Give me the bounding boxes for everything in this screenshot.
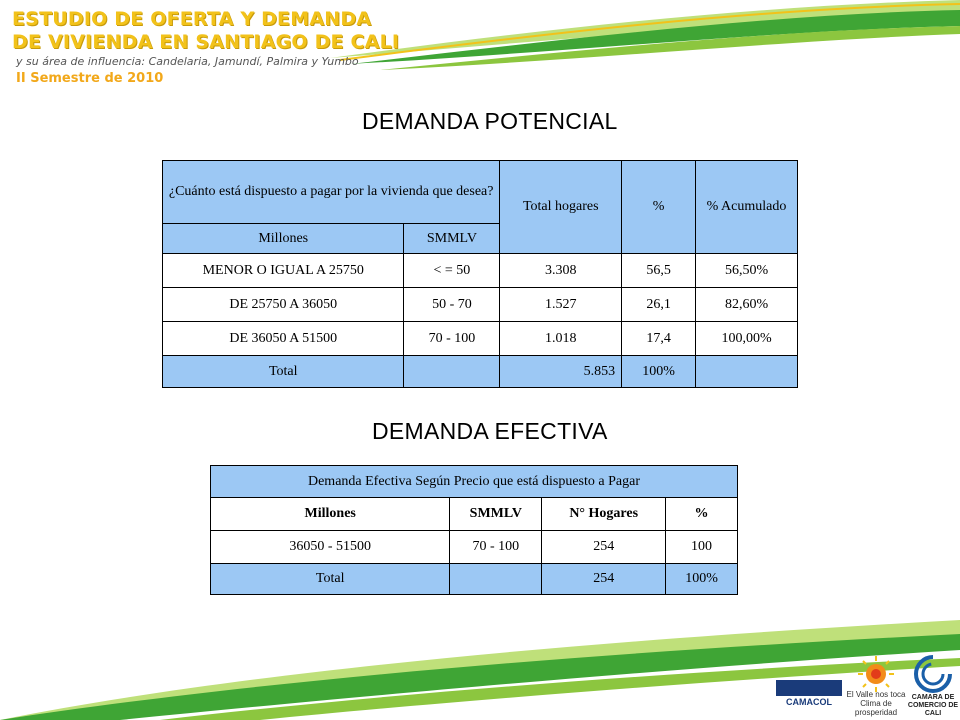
- table1-cell-pct: 17,4: [621, 321, 697, 356]
- header-semester: II Semestre de 2010: [16, 71, 164, 86]
- table2-pct-header: %: [665, 497, 738, 531]
- table1-total-label: Total: [161, 355, 405, 388]
- table-row: DE 36050 A 51500 70 - 100 1.018 17,4 100…: [161, 321, 798, 356]
- table1-cell-smmlv: 70 - 100: [403, 321, 501, 356]
- valle-logo-name: El Valle nos toca: [846, 690, 906, 699]
- table2-millones-header: Millones: [209, 497, 451, 531]
- demanda-efectiva-table: Demanda Efectiva Según Precio que está d…: [209, 465, 738, 595]
- table1-total-hogares-header: Total hogares: [499, 160, 623, 254]
- table2-cell-millones: 36050 - 51500: [209, 530, 451, 564]
- header-title-line1: ESTUDIO DE OFERTA Y DEMANDA: [12, 8, 372, 30]
- table2-total-row: Total 254 100%: [209, 563, 738, 595]
- table2-cell-smmlv: 70 - 100: [449, 530, 543, 564]
- table1-total-row: Total 5.853 100%: [161, 355, 798, 388]
- table2-total-pct: 100%: [665, 563, 738, 595]
- header-swoosh-decoration: [330, 0, 960, 70]
- camacol-logo-text: CAMACOL: [786, 697, 832, 707]
- table1-cell-acum: 82,60%: [695, 287, 798, 322]
- table2-cell-hogares: 254: [541, 530, 667, 564]
- table2-cell-pct: 100: [665, 530, 738, 564]
- table1-cell-millones: MENOR O IGUAL A 25750: [161, 253, 405, 288]
- table2-caption: Demanda Efectiva Según Precio que está d…: [210, 465, 738, 498]
- table1-cell-total: 1.018: [499, 321, 623, 356]
- table1-millones-subheader: Millones: [161, 223, 405, 254]
- table1-cell-smmlv: 50 - 70: [403, 287, 501, 322]
- camara-comercio-logo-text: CAMARA DE COMERCIO DE CALI: [907, 694, 959, 717]
- table1-total-empty: [403, 355, 501, 388]
- demanda-potencial-table: ¿Cuánto está dispuesto a pagar por la vi…: [161, 160, 798, 388]
- header-subtitle: y su área de influencia: Candelaria, Jam…: [16, 55, 359, 68]
- valle-sun-logo-icon: [858, 656, 894, 692]
- table2-smmlv-header: SMMLV: [449, 497, 543, 531]
- table-row: 36050 - 51500 70 - 100 254 100: [209, 530, 738, 564]
- header-title-line2: DE VIVIENDA EN SANTIAGO DE CALI: [12, 31, 400, 53]
- valle-logo-text: El Valle nos toca Clima de prosperidad: [844, 690, 908, 717]
- valle-logo-tagline: Clima de prosperidad: [854, 699, 898, 717]
- table2-hogares-header: N° Hogares: [541, 497, 667, 531]
- table2-total-value: 254: [541, 563, 667, 595]
- table1-cell-smmlv: < = 50: [403, 253, 501, 288]
- table2-total-empty: [449, 563, 543, 595]
- table1-total-value: 5.853: [499, 355, 623, 388]
- table1-cell-millones: DE 25750 A 36050: [161, 287, 405, 322]
- table1-question-header: ¿Cuánto está dispuesto a pagar por la vi…: [161, 160, 501, 224]
- camara-comercio-logo-icon: [914, 655, 952, 693]
- table1-cell-total: 3.308: [499, 253, 623, 288]
- section-title-demanda-efectiva: DEMANDA EFECTIVA: [372, 418, 608, 444]
- table1-smmlv-subheader: SMMLV: [403, 223, 501, 254]
- section-title-demanda-potencial: DEMANDA POTENCIAL: [362, 108, 618, 134]
- table1-total-pct: 100%: [621, 355, 697, 388]
- table1-cell-pct: 26,1: [621, 287, 697, 322]
- camacol-logo: [776, 680, 842, 696]
- table1-cell-millones: DE 36050 A 51500: [161, 321, 405, 356]
- table-row: MENOR O IGUAL A 25750 < = 50 3.308 56,5 …: [161, 253, 798, 288]
- table1-cell-total: 1.527: [499, 287, 623, 322]
- report-header: ESTUDIO DE OFERTA Y DEMANDA DE VIVIENDA …: [12, 8, 399, 88]
- table1-cell-acum: 56,50%: [695, 253, 798, 288]
- table2-total-label: Total: [209, 563, 451, 595]
- sponsor-logos: CAMACOL El Valle nos toca Clima de prosp…: [770, 650, 960, 720]
- table1-total-acum-empty: [695, 355, 798, 388]
- table1-acumulado-header: % Acumulado: [695, 160, 798, 254]
- table-row: DE 25750 A 36050 50 - 70 1.527 26,1 82,6…: [161, 287, 798, 322]
- table1-cell-acum: 100,00%: [695, 321, 798, 356]
- footer-swoosh-decoration: [0, 620, 960, 720]
- table1-cell-pct: 56,5: [621, 253, 697, 288]
- table1-pct-header: %: [621, 160, 697, 254]
